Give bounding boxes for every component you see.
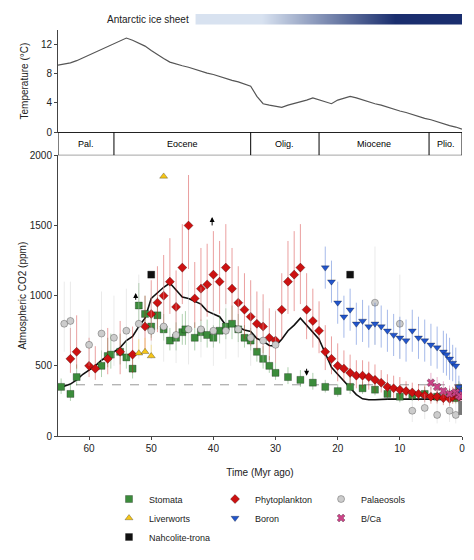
svg-text:1500: 1500 <box>30 220 53 231</box>
svg-text:Temperature (°C): Temperature (°C) <box>19 43 30 120</box>
svg-text:20: 20 <box>332 443 344 454</box>
svg-text:Stomata: Stomata <box>149 495 183 505</box>
svg-text:2000: 2000 <box>30 150 53 161</box>
svg-text:Plio.: Plio. <box>437 139 455 149</box>
svg-text:Antarctic ice sheet: Antarctic ice sheet <box>107 14 189 25</box>
svg-text:Atmospheric CO2 (ppm): Atmospheric CO2 (ppm) <box>17 242 28 350</box>
svg-text:10: 10 <box>394 443 406 454</box>
svg-text:Phytoplankton: Phytoplankton <box>255 495 312 505</box>
svg-text:4: 4 <box>46 97 52 108</box>
svg-text:Pal.: Pal. <box>78 139 94 149</box>
svg-text:1000: 1000 <box>30 290 53 301</box>
svg-text:Eocene: Eocene <box>167 139 198 149</box>
svg-text:0: 0 <box>46 431 52 442</box>
svg-text:0: 0 <box>46 127 52 138</box>
svg-text:B/Ca: B/Ca <box>361 514 381 524</box>
svg-text:60: 60 <box>84 443 96 454</box>
svg-text:8: 8 <box>46 68 52 79</box>
svg-text:12: 12 <box>41 39 53 50</box>
svg-text:Time (Myr ago): Time (Myr ago) <box>226 467 293 478</box>
svg-text:500: 500 <box>35 360 52 371</box>
svg-text:Nahcolite-trona: Nahcolite-trona <box>149 533 210 543</box>
svg-text:Miocene: Miocene <box>357 139 391 149</box>
svg-text:50: 50 <box>146 443 158 454</box>
svg-text:0: 0 <box>459 443 465 454</box>
svg-text:Olig.: Olig. <box>275 139 294 149</box>
svg-text:Palaeosols: Palaeosols <box>361 495 406 505</box>
svg-text:Boron: Boron <box>255 514 279 524</box>
svg-text:30: 30 <box>270 443 282 454</box>
svg-text:40: 40 <box>208 443 220 454</box>
svg-text:Liverworts: Liverworts <box>149 514 191 524</box>
